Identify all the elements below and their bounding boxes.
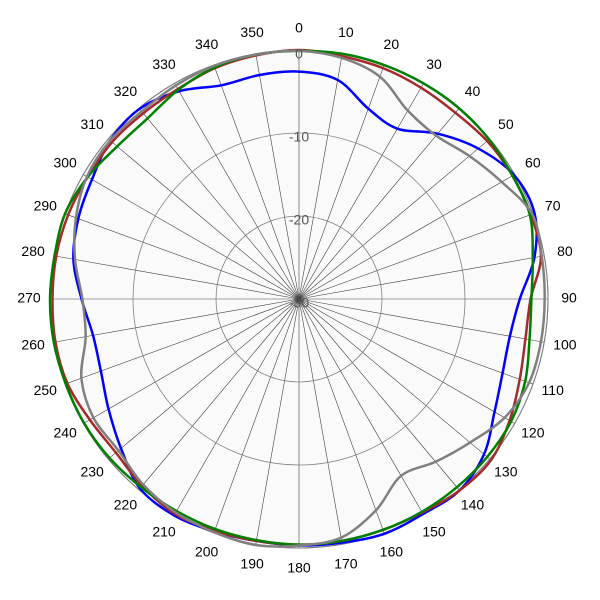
angle-grid-line bbox=[108, 298, 300, 460]
angle-grid-line bbox=[298, 64, 385, 300]
radial-grid-ring bbox=[215, 215, 383, 383]
angle-tick-label: 100 bbox=[553, 337, 577, 353]
angle-grid-line bbox=[255, 53, 300, 300]
angle-tick-label: 170 bbox=[334, 556, 358, 572]
angle-tick-label: 260 bbox=[21, 337, 45, 353]
angle-tick-label: 60 bbox=[525, 155, 541, 171]
angle-grid-line bbox=[298, 298, 545, 343]
angle-grid-line bbox=[298, 298, 515, 424]
angle-tick-label: 300 bbox=[53, 155, 77, 171]
angle-tick-label: 320 bbox=[114, 83, 138, 99]
angle-tick-label: 0 bbox=[295, 20, 303, 36]
angle-tick-label: 80 bbox=[557, 243, 573, 259]
radial-tick-label: 0 bbox=[295, 46, 303, 62]
radial-tick-label: -20 bbox=[289, 212, 309, 228]
angle-grid-line bbox=[213, 298, 300, 534]
angle-grid-line bbox=[64, 213, 300, 300]
series-line bbox=[73, 49, 546, 548]
angle-tick-label: 70 bbox=[545, 197, 561, 213]
angle-grid-line bbox=[174, 83, 300, 300]
angle-grid-line bbox=[298, 298, 490, 460]
angle-grid-line bbox=[255, 298, 300, 545]
angular-grid bbox=[50, 50, 548, 548]
angle-grid-line bbox=[213, 64, 300, 300]
angle-grid-line bbox=[298, 298, 534, 385]
angle-grid-line bbox=[64, 298, 300, 385]
angle-grid-line bbox=[298, 255, 545, 300]
angle-grid-line bbox=[138, 298, 300, 490]
angle-grid-line bbox=[83, 174, 300, 300]
angle-grid-line bbox=[298, 298, 385, 534]
angle-tick-label: 280 bbox=[21, 243, 45, 259]
series-layer bbox=[48, 48, 546, 548]
angle-grid-line bbox=[83, 298, 300, 424]
angle-tick-label: 290 bbox=[34, 197, 58, 213]
angle-tick-label: 130 bbox=[494, 463, 518, 479]
angle-tick-label: 180 bbox=[287, 560, 311, 576]
radial-grid-ring bbox=[132, 132, 466, 466]
angle-grid-line bbox=[298, 298, 460, 490]
angle-grid-line bbox=[53, 255, 300, 300]
angle-grid-line bbox=[298, 108, 460, 300]
angle-tick-label: 210 bbox=[152, 524, 176, 540]
angle-grid-line bbox=[298, 53, 343, 300]
angle-grid-line bbox=[298, 83, 424, 300]
angle-tick-label: 110 bbox=[542, 382, 565, 398]
angle-tick-label: 150 bbox=[422, 524, 446, 540]
radial-tick-label: -30 bbox=[289, 295, 309, 311]
angle-tick-label: 240 bbox=[53, 425, 77, 441]
angle-grid-line bbox=[298, 213, 534, 300]
angle-tick-label: 90 bbox=[561, 290, 577, 306]
angle-grid-line bbox=[138, 108, 300, 300]
angle-tick-label: 200 bbox=[195, 543, 219, 559]
angle-tick-label: 10 bbox=[338, 24, 354, 40]
radial-tick-label: -10 bbox=[289, 129, 309, 145]
angle-grid-line bbox=[298, 298, 343, 545]
angle-tick-label: 120 bbox=[521, 425, 545, 441]
radial-tick-labels: -30 -20 -10 0 bbox=[289, 46, 309, 311]
angle-grid-line bbox=[53, 298, 300, 343]
angle-tick-label: 270 bbox=[17, 290, 41, 306]
angle-tick-labels: 0 10 20 30 40 50 60 70 80 90 100 110 120 130 140 150 160… bbox=[17, 20, 577, 576]
angle-grid-line bbox=[298, 298, 424, 515]
angle-tick-label: 220 bbox=[114, 497, 138, 513]
angle-tick-label: 250 bbox=[34, 382, 58, 398]
angle-tick-label: 40 bbox=[465, 83, 481, 99]
angle-tick-label: 310 bbox=[80, 116, 104, 132]
angle-tick-label: 230 bbox=[80, 463, 104, 479]
angle-tick-label: 50 bbox=[498, 116, 514, 132]
angle-grid-line bbox=[298, 138, 490, 300]
angle-tick-label: 190 bbox=[240, 556, 264, 572]
angle-tick-label: 140 bbox=[461, 497, 485, 513]
angle-tick-label: 30 bbox=[426, 56, 442, 72]
angle-grid-line bbox=[298, 174, 515, 300]
angle-tick-label: 350 bbox=[240, 24, 264, 40]
angle-grid-line bbox=[108, 138, 300, 300]
angle-tick-label: 160 bbox=[380, 543, 404, 559]
angle-tick-label: 340 bbox=[195, 36, 219, 52]
angle-tick-label: 20 bbox=[384, 36, 400, 52]
angle-tick-label: 330 bbox=[152, 56, 176, 72]
angle-grid-line bbox=[174, 298, 300, 515]
